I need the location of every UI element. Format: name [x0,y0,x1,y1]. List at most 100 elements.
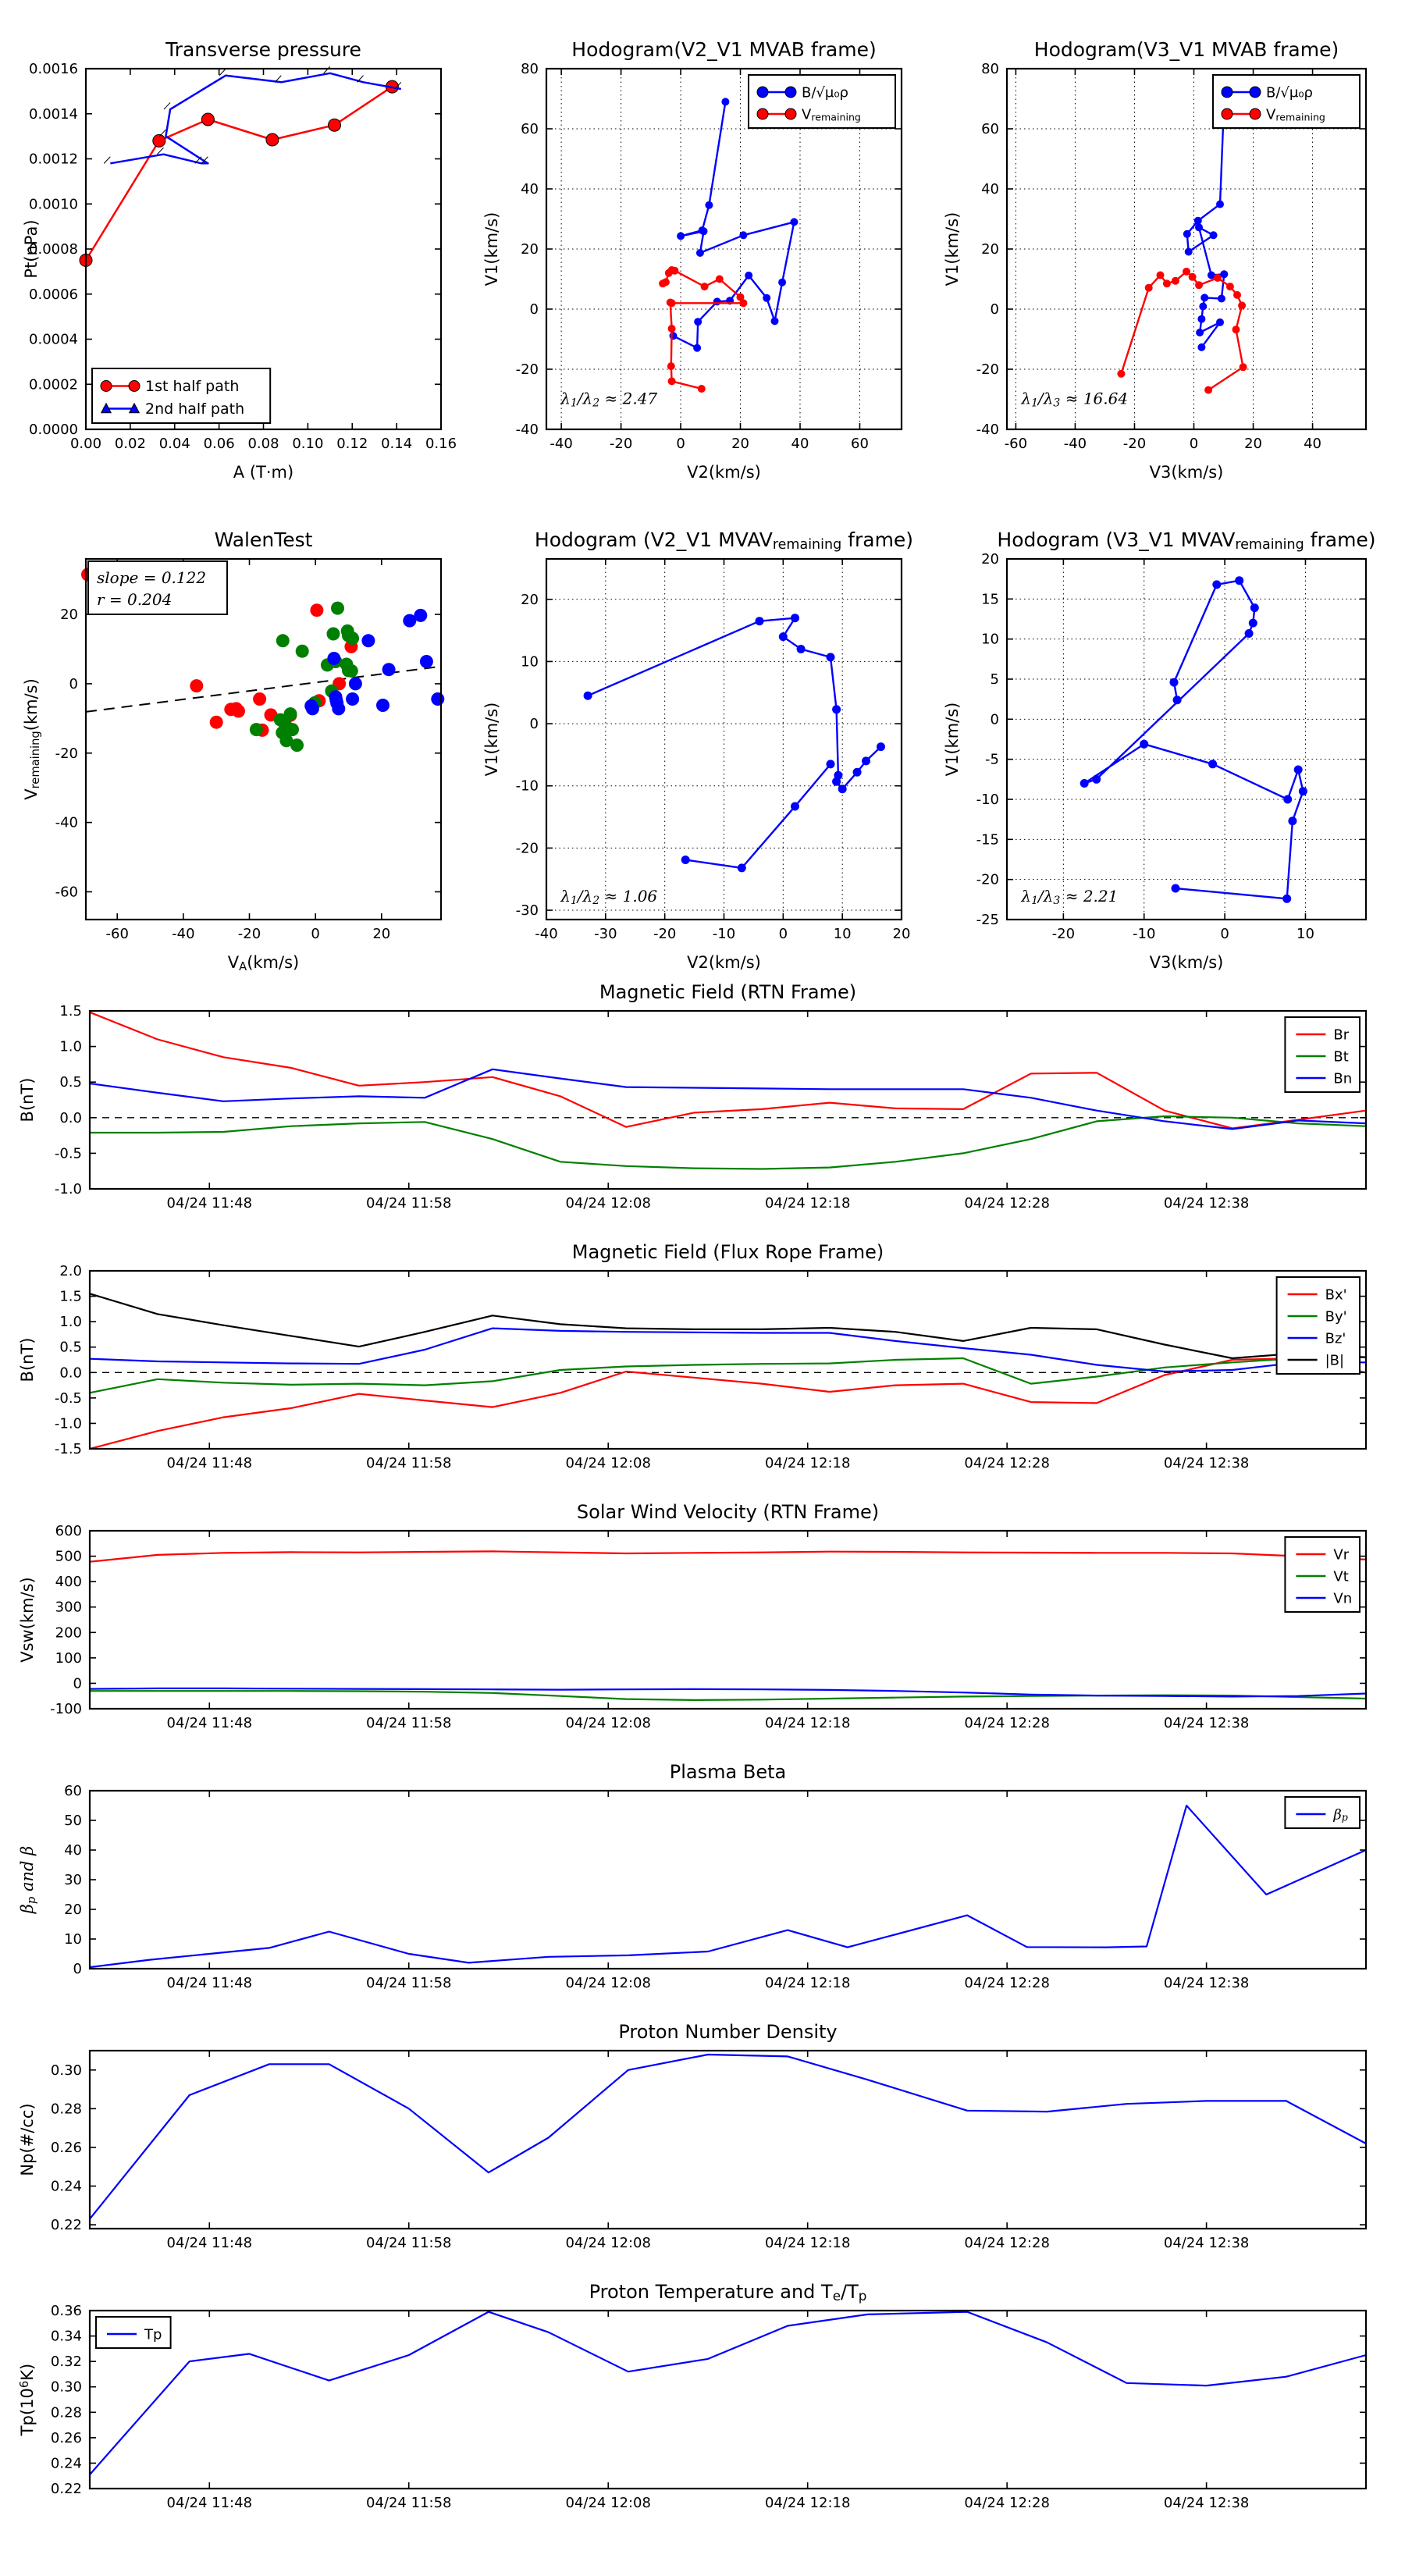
svg-text:0: 0 [991,301,999,318]
svg-text:04/24 12:18: 04/24 12:18 [765,1195,850,1212]
svg-text:5: 5 [991,671,999,688]
svg-text:40: 40 [981,181,999,197]
svg-text:15: 15 [981,591,999,607]
svg-text:-40: -40 [172,926,194,942]
svg-text:10: 10 [834,926,852,942]
svg-text:04/24 12:28: 04/24 12:28 [964,1715,1049,1731]
svg-text:V1(km/s): V1(km/s) [943,212,962,286]
svg-text:V1(km/s): V1(km/s) [482,212,501,286]
svg-text:Magnetic Field (RTN Frame): Magnetic Field (RTN Frame) [599,981,856,1003]
svg-text:0.00: 0.00 [70,436,101,452]
svg-text:04/24 12:08: 04/24 12:08 [565,1715,650,1731]
svg-text:0.36: 0.36 [51,2303,82,2319]
svg-text:A (T·m): A (T·m) [233,463,293,482]
svg-text:-1.0: -1.0 [55,1181,82,1197]
svg-text:100: 100 [55,1650,82,1667]
svg-text:04/24 12:18: 04/24 12:18 [765,2235,850,2251]
svg-text:50: 50 [64,1813,82,1829]
svg-text:04/24 12:38: 04/24 12:38 [1164,1455,1249,1471]
svg-text:Transverse pressure: Transverse pressure [165,38,361,61]
svg-text:0.26: 0.26 [51,2140,82,2156]
svg-text:0.04: 0.04 [159,436,190,452]
svg-text:0.5: 0.5 [59,1074,82,1091]
svg-text:600: 600 [55,1523,82,1539]
svg-text:-10: -10 [713,926,735,942]
svg-text:0.0002: 0.0002 [29,376,78,393]
svg-text:λ1/λ3 ≈ 2.21: λ1/λ3 ≈ 2.21 [1020,887,1118,907]
svg-text:0.26: 0.26 [51,2430,82,2446]
svg-text:0: 0 [991,711,999,728]
svg-text:04/24 12:28: 04/24 12:28 [964,2495,1049,2511]
svg-text:0.34: 0.34 [51,2329,82,2345]
svg-text:0.5: 0.5 [59,1340,82,1356]
svg-text:0.0: 0.0 [59,1110,82,1126]
svg-text:-10: -10 [516,778,539,795]
svg-text:20: 20 [521,241,539,258]
svg-text:80: 80 [981,61,999,77]
svg-text:0.30: 0.30 [51,2379,82,2396]
svg-text:04/24 12:38: 04/24 12:38 [1164,1975,1249,1991]
svg-text:0.02: 0.02 [115,436,146,452]
svg-text:-40: -40 [535,926,557,942]
svg-text:-0.5: -0.5 [55,1145,82,1162]
svg-text:04/24 12:08: 04/24 12:08 [565,2495,650,2511]
svg-text:0.0010: 0.0010 [29,196,78,212]
svg-text:1.5: 1.5 [59,1289,82,1305]
svg-text:|B|: |B| [1325,1352,1344,1368]
svg-text:B(nT): B(nT) [18,1338,37,1382]
svg-text:Hodogram (V2_V1 MVAVremaining: Hodogram (V2_V1 MVAVremaining frame) [535,528,913,553]
svg-text:-60: -60 [106,926,129,942]
svg-text:V1(km/s): V1(km/s) [482,703,501,777]
svg-text:V3(km/s): V3(km/s) [1150,953,1224,972]
svg-text:Bn: Bn [1333,1070,1352,1087]
svg-text:300: 300 [55,1599,82,1616]
svg-text:-20: -20 [976,872,999,888]
svg-text:Tp(106K): Tp(106K) [18,2364,37,2436]
svg-text:04/24 12:08: 04/24 12:08 [565,2235,650,2251]
svg-text:-40: -40 [550,436,572,452]
svg-text:Bz': Bz' [1325,1330,1346,1347]
svg-text:-20: -20 [238,926,261,942]
svg-text:B/√μ₀ρ: B/√μ₀ρ [1266,84,1313,101]
svg-text:2.0: 2.0 [59,1263,82,1279]
svg-text:0: 0 [1220,926,1229,942]
svg-text:40: 40 [791,436,809,452]
svg-text:Vt: Vt [1333,1568,1348,1585]
svg-text:0.22: 0.22 [51,2481,82,2497]
svg-text:04/24 12:18: 04/24 12:18 [765,1975,850,1991]
svg-text:04/24 12:28: 04/24 12:28 [964,1975,1049,1991]
svg-text:04/24 11:58: 04/24 11:58 [366,1195,451,1212]
svg-text:60: 60 [521,121,539,137]
svg-text:04/24 12:28: 04/24 12:28 [964,2235,1049,2251]
svg-text:V1(km/s): V1(km/s) [943,703,962,777]
panel-proton-temperature: 04/24 11:48 04/24 11:58 04/24 12:08 04/24 1… [8,2270,1397,2551]
svg-text:0.14: 0.14 [381,436,412,452]
svg-text:Np(#/cc): Np(#/cc) [18,2103,37,2176]
svg-text:Vr: Vr [1333,1546,1349,1563]
svg-text:60: 60 [981,121,999,137]
svg-text:500: 500 [55,1549,82,1565]
svg-text:Bx': Bx' [1325,1286,1347,1303]
svg-text:-30: -30 [594,926,617,942]
svg-text:04/24 12:08: 04/24 12:08 [565,1455,650,1471]
svg-text:04/24 11:48: 04/24 11:48 [167,1455,252,1471]
svg-text:Br: Br [1333,1026,1349,1043]
panel-walen-test: -60 -40 -20 0 20 -60 -40 -20 0 20 WalenTest VA(km/s… [12,506,464,1002]
svg-text:10: 10 [981,632,999,648]
svg-text:Magnetic Field (Flux Rope Fram: Magnetic Field (Flux Rope Frame) [572,1241,884,1263]
svg-text:60: 60 [851,436,869,452]
svg-text:0.28: 0.28 [51,2101,82,2117]
svg-text:1.5: 1.5 [59,1003,82,1019]
panel-hodogram-v2v1-mvab: -40 -20 0 20 40 60 -40 -20 0 20 40 60 80 Hodogram(V2_… [472,16,925,501]
svg-text:0: 0 [69,676,78,692]
svg-text:200: 200 [55,1624,82,1641]
svg-text:0.08: 0.08 [247,436,279,452]
svg-text:λ1/λ3 ≈ 16.64: λ1/λ3 ≈ 16.64 [1020,390,1128,410]
svg-text:-5: -5 [985,752,999,768]
svg-text:-20: -20 [610,436,632,452]
svg-text:λ1/λ2 ≈ 2.47: λ1/λ2 ≈ 2.47 [560,390,657,410]
svg-text:-20: -20 [1052,926,1075,942]
svg-text:0.0006: 0.0006 [29,286,78,303]
svg-text:0.28: 0.28 [51,2404,82,2421]
svg-text:04/24 11:48: 04/24 11:48 [167,2235,252,2251]
